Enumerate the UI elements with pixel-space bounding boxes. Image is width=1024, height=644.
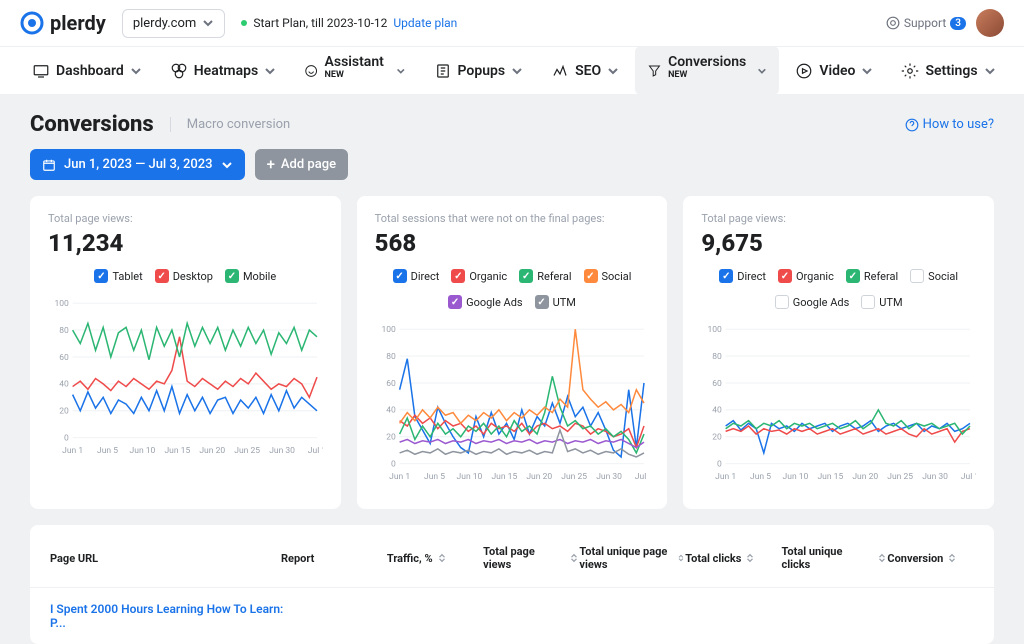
svg-text:40: 40	[59, 380, 69, 390]
legend-direct[interactable]: ✓Direct	[393, 269, 440, 283]
th-traffic-[interactable]: Traffic, %	[387, 545, 483, 571]
legend-referal[interactable]: ✓Referal	[846, 269, 898, 283]
svg-text:Jul 1: Jul 1	[634, 472, 649, 482]
svg-text:Jun 15: Jun 15	[491, 472, 517, 482]
how-to-use-label: How to use?	[923, 117, 994, 132]
plan-text: Start Plan, till 2023-10-12	[253, 16, 387, 30]
nav-conversions[interactable]: Conversions NEW	[635, 46, 779, 95]
th-total-unique-page-views[interactable]: Total unique page views	[579, 545, 685, 571]
svg-text:100: 100	[708, 325, 723, 335]
logo[interactable]: plerdy	[20, 11, 106, 35]
support-link[interactable]: Support 3	[886, 16, 966, 30]
page-title: Conversions	[30, 112, 154, 137]
svg-text:60: 60	[386, 379, 396, 389]
avatar[interactable]	[976, 9, 1004, 37]
add-page-button[interactable]: + Add page	[255, 149, 348, 180]
svg-text:Jun 20: Jun 20	[526, 472, 552, 482]
nav-heatmaps[interactable]: Heatmaps	[158, 54, 288, 88]
svg-text:100: 100	[54, 299, 69, 309]
legend-desktop[interactable]: ✓Desktop	[155, 269, 213, 283]
svg-text:Jun 10: Jun 10	[456, 472, 482, 482]
th-report[interactable]: Report	[281, 545, 387, 571]
svg-text:Jun 1: Jun 1	[62, 446, 83, 456]
date-range-button[interactable]: Jun 1, 2023 — Jul 3, 2023	[30, 149, 245, 180]
svg-text:Jun 20: Jun 20	[199, 446, 225, 456]
svg-text:Jun 1: Jun 1	[389, 472, 410, 482]
domain-selector[interactable]: plerdy.com	[122, 9, 226, 38]
chart-card-2: Total page views:9,675✓Direct✓Organic✓Re…	[683, 196, 994, 509]
nav-dashboard[interactable]: Dashboard	[20, 54, 154, 88]
legend-social[interactable]: Social	[910, 269, 958, 283]
legend-organic[interactable]: ✓Organic	[451, 269, 507, 283]
th-total-clicks[interactable]: Total clicks	[685, 545, 781, 571]
svg-text:Jun 25: Jun 25	[561, 472, 587, 482]
th-page-url[interactable]: Page URL	[50, 545, 281, 571]
svg-text:80: 80	[386, 352, 396, 362]
legend-utm[interactable]: ✓UTM	[535, 295, 576, 309]
svg-text:0: 0	[391, 460, 396, 470]
svg-text:Jun 25: Jun 25	[234, 446, 260, 456]
chart-card-1: Total sessions that were not on the fina…	[357, 196, 668, 509]
legend-direct[interactable]: ✓Direct	[719, 269, 766, 283]
svg-text:Jul 1: Jul 1	[308, 446, 323, 456]
legend-organic[interactable]: ✓Organic	[778, 269, 834, 283]
legend-google-ads[interactable]: ✓Google Ads	[448, 295, 523, 309]
date-range-label: Jun 1, 2023 — Jul 3, 2023	[64, 157, 213, 172]
legend-tablet[interactable]: ✓Tablet	[94, 269, 142, 283]
plan-info: Start Plan, till 2023-10-12 Update plan	[241, 16, 457, 30]
legend-mobile[interactable]: ✓Mobile	[225, 269, 276, 283]
nav-popups[interactable]: Popups	[422, 54, 536, 88]
svg-text:60: 60	[59, 353, 69, 363]
th-total-unique-clicks[interactable]: Total unique clicks	[782, 545, 888, 571]
svg-text:20: 20	[59, 407, 69, 417]
svg-text:0: 0	[717, 460, 722, 470]
svg-text:80: 80	[713, 352, 723, 362]
table-row-link[interactable]: I Spent 2000 Hours Learning How To Learn…	[50, 602, 283, 630]
nav-assistant[interactable]: Assistant NEW	[292, 46, 417, 95]
svg-text:Jun 5: Jun 5	[424, 472, 445, 482]
add-page-label: Add page	[281, 157, 336, 172]
svg-text:Jun 5: Jun 5	[750, 472, 771, 482]
svg-text:40: 40	[713, 406, 723, 416]
how-to-use-link[interactable]: How to use?	[905, 117, 994, 132]
svg-text:Jul 1: Jul 1	[961, 472, 976, 482]
chart-card-0: Total page views:11,234✓Tablet✓Desktop✓M…	[30, 196, 341, 509]
legend-referal[interactable]: ✓Referal	[519, 269, 571, 283]
svg-text:Jun 10: Jun 10	[130, 446, 156, 456]
nav-settings[interactable]: Settings	[889, 54, 1007, 88]
svg-text:20: 20	[386, 433, 396, 443]
svg-text:Jun 30: Jun 30	[923, 472, 949, 482]
domain-value: plerdy.com	[133, 16, 197, 31]
page-subtitle: Macro conversion	[170, 117, 291, 132]
svg-text:Jun 30: Jun 30	[269, 446, 295, 456]
legend-google-ads[interactable]: Google Ads	[775, 295, 850, 309]
nav-video[interactable]: Video	[783, 54, 885, 88]
svg-text:Jun 30: Jun 30	[596, 472, 622, 482]
th-conversion[interactable]: Conversion	[887, 545, 974, 571]
nav-seo[interactable]: SEO	[539, 54, 631, 88]
update-plan-link[interactable]: Update plan	[393, 16, 457, 30]
svg-text:60: 60	[713, 379, 723, 389]
support-badge: 3	[950, 17, 966, 30]
svg-text:Jun 25: Jun 25	[888, 472, 914, 482]
svg-text:Jun 10: Jun 10	[783, 472, 809, 482]
svg-text:Jun 15: Jun 15	[818, 472, 844, 482]
svg-text:100: 100	[381, 325, 396, 335]
brand-name: plerdy	[50, 11, 106, 35]
svg-text:80: 80	[59, 326, 69, 336]
svg-text:0: 0	[64, 434, 69, 444]
svg-text:Jun 5: Jun 5	[97, 446, 118, 456]
support-label: Support	[904, 16, 946, 30]
svg-text:Jun 20: Jun 20	[853, 472, 879, 482]
svg-text:Jun 1: Jun 1	[715, 472, 736, 482]
svg-text:40: 40	[386, 406, 396, 416]
legend-utm[interactable]: UTM	[861, 295, 902, 309]
legend-social[interactable]: ✓Social	[584, 269, 632, 283]
svg-text:20: 20	[713, 433, 723, 443]
th-total-page-views[interactable]: Total page views	[483, 545, 579, 571]
svg-text:Jun 15: Jun 15	[164, 446, 190, 456]
